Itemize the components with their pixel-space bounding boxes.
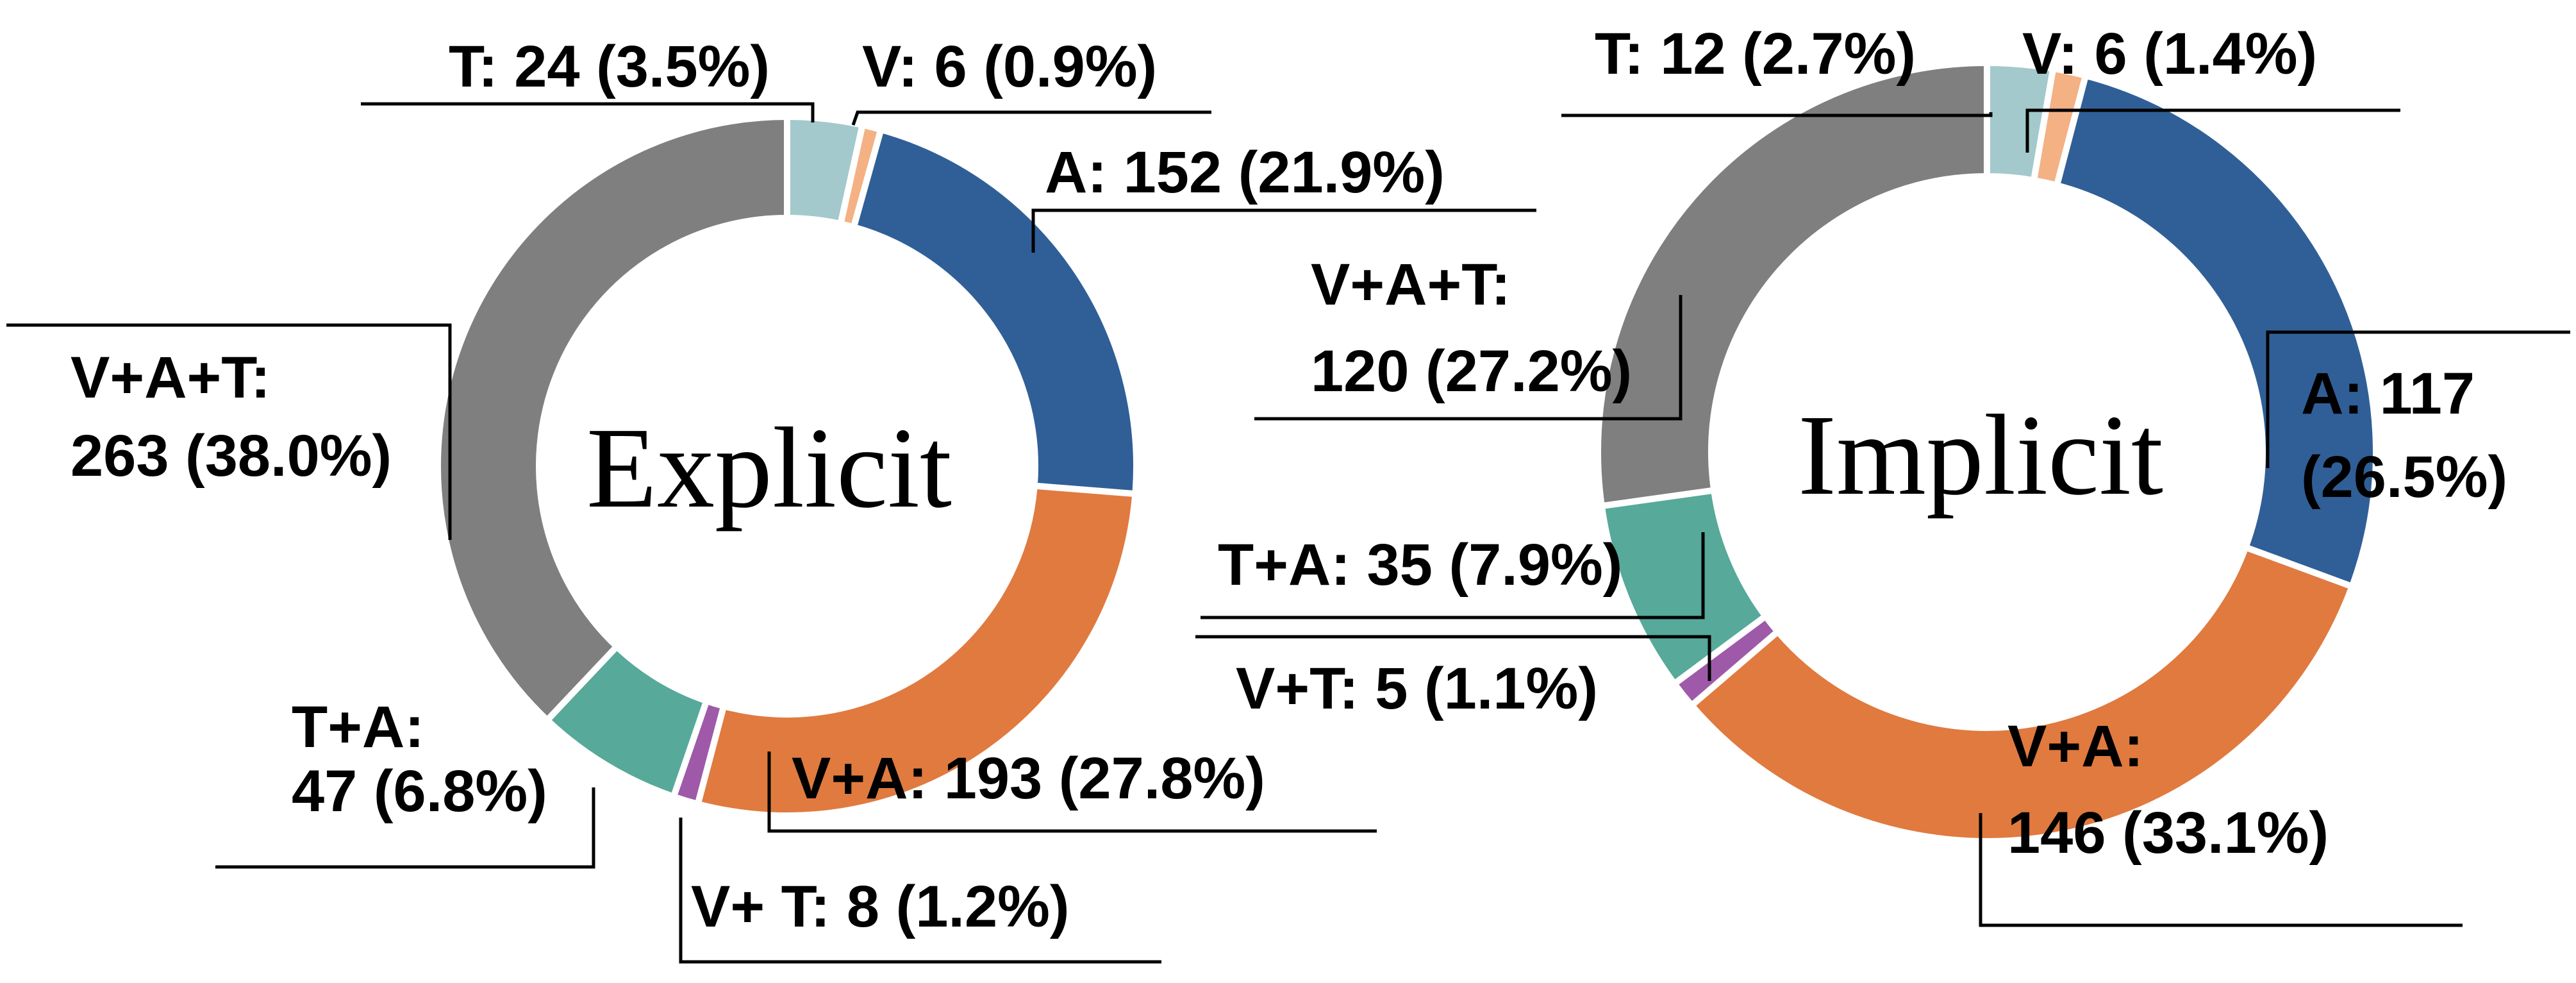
donut-chart-2: Implicit T: 12 (2.7%) V: 6 (1.4%) A: 117 (26… [1195,21,2570,927]
slice-data-label: V+A: 146 (33.1%) [2007,714,2329,866]
leader-line [767,752,1377,833]
leader-line [6,323,452,540]
slice-data-label-line: V+ T: 8 (1.2%) [691,874,1070,939]
slice-data-label-line: V+A+T: [71,345,270,410]
slice-data-label-line: (26.5%) [2301,444,2507,510]
slice-a [850,126,1140,498]
slice-data-label-line: 263 (38.0%) [71,423,392,489]
slice-data-label-line: T: 12 (2.7%) [1595,21,1916,87]
slice-data-label: V+A+T: 120 (27.2%) [1311,252,1632,404]
leader-line [361,102,815,122]
slice-data-label-line: A: 152 (21.9%) [1045,140,1445,205]
slice-data-label-line: V: 6 (0.9%) [862,34,1157,99]
donut-center-label: Explicit [586,404,952,532]
slice-data-label-line: V+T: 5 (1.1%) [1236,656,1598,721]
slice-data-label: V+A: 193 (27.8%) [792,746,1265,811]
slice-data-label-line: T+A: 35 (7.9%) [1218,532,1622,598]
slice-data-label: A: 117 (26.5%) [2301,361,2507,510]
slice-data-label: V: 6 (0.9%) [862,34,1157,99]
leader-line [1195,635,1711,681]
donut-center-label: Implicit [1798,391,2163,519]
slice-v-a [694,482,1139,819]
leader-line [1561,112,1993,117]
donut-chart-1: Explicit T: 24 (3.5%) V: 6 (0.9%) A: 152 (2… [6,34,1536,964]
slice-data-label-line: V+A+T: [1311,252,1511,317]
slice-v-a-t [1595,60,1990,510]
slice-data-label-line: 120 (27.2%) [1311,339,1632,404]
slice-data-label: T+A: 47 (6.8%) [292,694,547,824]
slice-data-label-line: V+A: [2007,714,2143,779]
slice-data-label-line: T+A: [292,694,424,760]
slice-v-a-t [435,113,790,724]
leader-line [1031,208,1536,253]
slice-data-label: V+T: 5 (1.1%) [1236,656,1598,721]
leader-line [2025,108,2400,153]
slice-data-label: V: 6 (1.4%) [2022,21,2317,87]
slice-data-label-line: 146 (33.1%) [2007,800,2329,866]
slice-data-label: V+A+T: 263 (38.0%) [71,345,392,489]
leader-line [1254,295,1683,421]
slice-data-label-line: 47 (6.8%) [292,759,547,824]
slice-a [2054,72,2379,590]
slice-data-label: T: 12 (2.7%) [1595,21,1916,87]
leader-line [679,818,1161,964]
leader-line [2266,330,2570,468]
leader-line [851,110,1211,126]
slice-data-label: A: 152 (21.9%) [1045,140,1445,205]
slice-data-label: T+A: 35 (7.9%) [1218,532,1622,598]
slice-data-label: T: 24 (3.5%) [449,34,770,99]
leader-line [215,787,595,869]
leader-line [1201,532,1705,619]
slice-data-label-line: V+A: 193 (27.8%) [792,746,1265,811]
leader-line [1979,813,2463,927]
slice-data-label: V+ T: 8 (1.2%) [691,874,1070,939]
slice-data-label-line: V: 6 (1.4%) [2022,21,2317,87]
slice-data-label-line: T: 24 (3.5%) [449,34,770,99]
slice-v-a [1688,544,2356,844]
slice-data-label-line: A: 117 [2301,361,2475,426]
